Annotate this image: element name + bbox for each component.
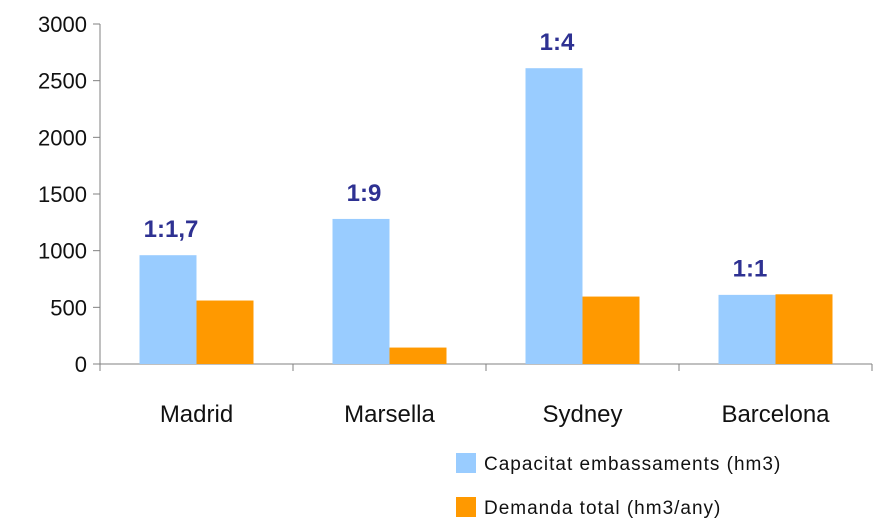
y-tick-label: 2500 (38, 69, 87, 94)
bar-demanda-barcelona (775, 294, 833, 364)
x-category-label: Marsella (344, 401, 435, 428)
legend-swatch (456, 453, 476, 473)
y-tick-label: 500 (50, 295, 87, 320)
ratio-annotation: 1:4 (540, 29, 575, 56)
bars (139, 68, 833, 364)
bar-capacitat-marsella (332, 218, 390, 364)
y-tick-label: 2000 (38, 125, 87, 150)
legend: Capacitat embassaments (hm3) Demanda tota… (456, 453, 781, 519)
legend-label: Demanda total (hm3/any) (484, 498, 721, 519)
bar-capacitat-madrid (139, 255, 197, 364)
bar-capacitat-barcelona (718, 294, 776, 364)
y-tick-label: 0 (75, 352, 87, 377)
ratio-annotation: 1:1 (733, 255, 768, 282)
y-tick-label: 3000 (38, 12, 87, 37)
bar-capacitat-sydney (525, 68, 583, 364)
legend-label: Capacitat embassaments (hm3) (484, 454, 781, 475)
ratio-annotation: 1:1,7 (144, 216, 199, 243)
y-axis: 0 500 1000 1500 2000 2500 3000 (38, 12, 101, 377)
x-category-label: Madrid (160, 401, 233, 428)
bar-demanda-madrid (196, 300, 254, 364)
ratio-annotation: 1:9 (347, 180, 382, 207)
bar-demanda-sydney (582, 296, 640, 364)
x-axis: Madrid Marsella Sydney Barcelona (99, 363, 873, 428)
ratio-annotations: 1:1,7 1:9 1:4 1:1 (144, 29, 768, 282)
x-category-label: Barcelona (721, 401, 830, 428)
y-tick-label: 1500 (38, 182, 87, 207)
x-category-label: Sydney (542, 401, 622, 428)
bar-demanda-marsella (389, 347, 447, 364)
y-tick-label: 1000 (38, 239, 87, 264)
legend-swatch (456, 497, 476, 517)
